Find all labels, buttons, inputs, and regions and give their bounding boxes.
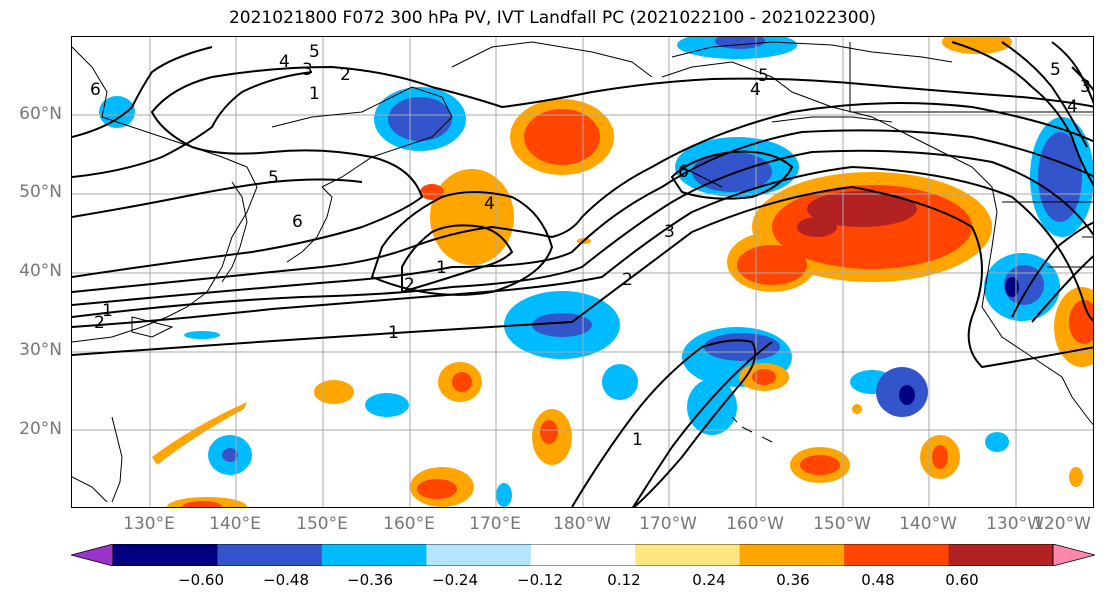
contour-label: 4	[750, 80, 761, 100]
colorbar-segment	[948, 544, 1054, 566]
contour-label: 4	[484, 194, 495, 214]
contour-label: 2	[404, 275, 415, 295]
graticule	[72, 37, 1093, 507]
lon-label: 120°W	[1033, 514, 1091, 534]
lat-label-40n: 40°N	[19, 261, 62, 281]
colorbar-segment	[739, 544, 845, 566]
colorbar-extend-max	[1052, 544, 1095, 566]
colorbar-segment	[844, 544, 950, 566]
contour-label: 5	[1050, 60, 1061, 80]
colorbar-tick: −0.60	[178, 571, 224, 589]
map-panel[interactable]: 6 5 4 3 2 1 5 6 4 1 2 1 2 1 5 4 3 2 6 5 …	[71, 36, 1094, 508]
colorbar-segments	[71, 544, 1095, 566]
colorbar-tick: 0.24	[692, 571, 726, 589]
contour-label: 1	[436, 258, 447, 278]
contour-label: 3	[302, 60, 313, 80]
colorbar-tick: 0.36	[776, 571, 810, 589]
colorbar-segment	[426, 544, 532, 566]
colorbar-tick: 0.12	[607, 571, 641, 589]
colorbar-segment	[530, 544, 636, 566]
contour-label: 2	[622, 270, 633, 290]
lon-label: 170°E	[469, 514, 521, 534]
lon-label: 170°W	[639, 514, 697, 534]
colorbar-tick: −0.24	[432, 571, 478, 589]
lon-label: 160°E	[383, 514, 435, 534]
colorbar-tick: 0.48	[861, 571, 895, 589]
map-title: 2021021800 F072 300 hPa PV, IVT Landfall…	[228, 8, 876, 28]
lon-label: 130°W	[986, 514, 1044, 534]
pv-contours	[72, 41, 1093, 507]
colorbar-extend-min	[71, 544, 114, 566]
contour-label: 5	[268, 168, 279, 188]
colorbar-outline	[112, 544, 1054, 566]
colorbar-tick: −0.12	[517, 571, 563, 589]
lon-label: 160°W	[726, 514, 784, 534]
colorbar-tick: 0.60	[945, 571, 979, 589]
map-svg: 6 5 4 3 2 1 5 6 4 1 2 1 2 1 5 4 3 2 6 5 …	[72, 37, 1093, 507]
contour-label: 1	[309, 84, 320, 104]
contour-label: 1	[632, 430, 643, 450]
lat-label-20n: 20°N	[19, 419, 62, 439]
contour-label: 2	[340, 65, 351, 85]
contour-labels: 6 5 4 3 2 1 5 6 4 1 2 1 2 1 5 4 3 2 6 5 …	[90, 42, 1091, 450]
contour-label: 1	[388, 323, 399, 343]
colorbar-segment	[321, 544, 427, 566]
coastlines	[72, 41, 1093, 503]
contour-label: 6	[678, 162, 689, 182]
contour-label: 3	[1080, 77, 1091, 97]
lon-label: 140°W	[899, 514, 957, 534]
contour-label: 3	[664, 222, 675, 242]
lat-label-30n: 30°N	[19, 340, 62, 360]
contour-label: 1	[102, 301, 113, 321]
contour-label: 5	[309, 42, 320, 62]
contour-label: 2	[94, 313, 105, 333]
contour-label: 5	[758, 66, 769, 86]
colorbar-segment	[113, 544, 218, 566]
lat-label-60n: 60°N	[19, 104, 62, 124]
colorbar-tick: −0.36	[347, 571, 393, 589]
lon-label: 180°W	[553, 514, 611, 534]
contour-label: 4	[279, 52, 290, 72]
colorbar	[71, 544, 1095, 566]
lon-label: 150°W	[813, 514, 871, 534]
contour-label: 6	[90, 80, 101, 100]
lon-label: 150°E	[296, 514, 348, 534]
contour-label: 6	[292, 212, 303, 232]
lon-label: 140°E	[209, 514, 261, 534]
colorbar-segment	[217, 544, 323, 566]
colorbar-segment	[635, 544, 741, 566]
contour-label: 4	[1067, 97, 1078, 117]
colorbar-tick: −0.48	[263, 571, 309, 589]
lon-label: 130°E	[123, 514, 175, 534]
lat-label-50n: 50°N	[19, 182, 62, 202]
